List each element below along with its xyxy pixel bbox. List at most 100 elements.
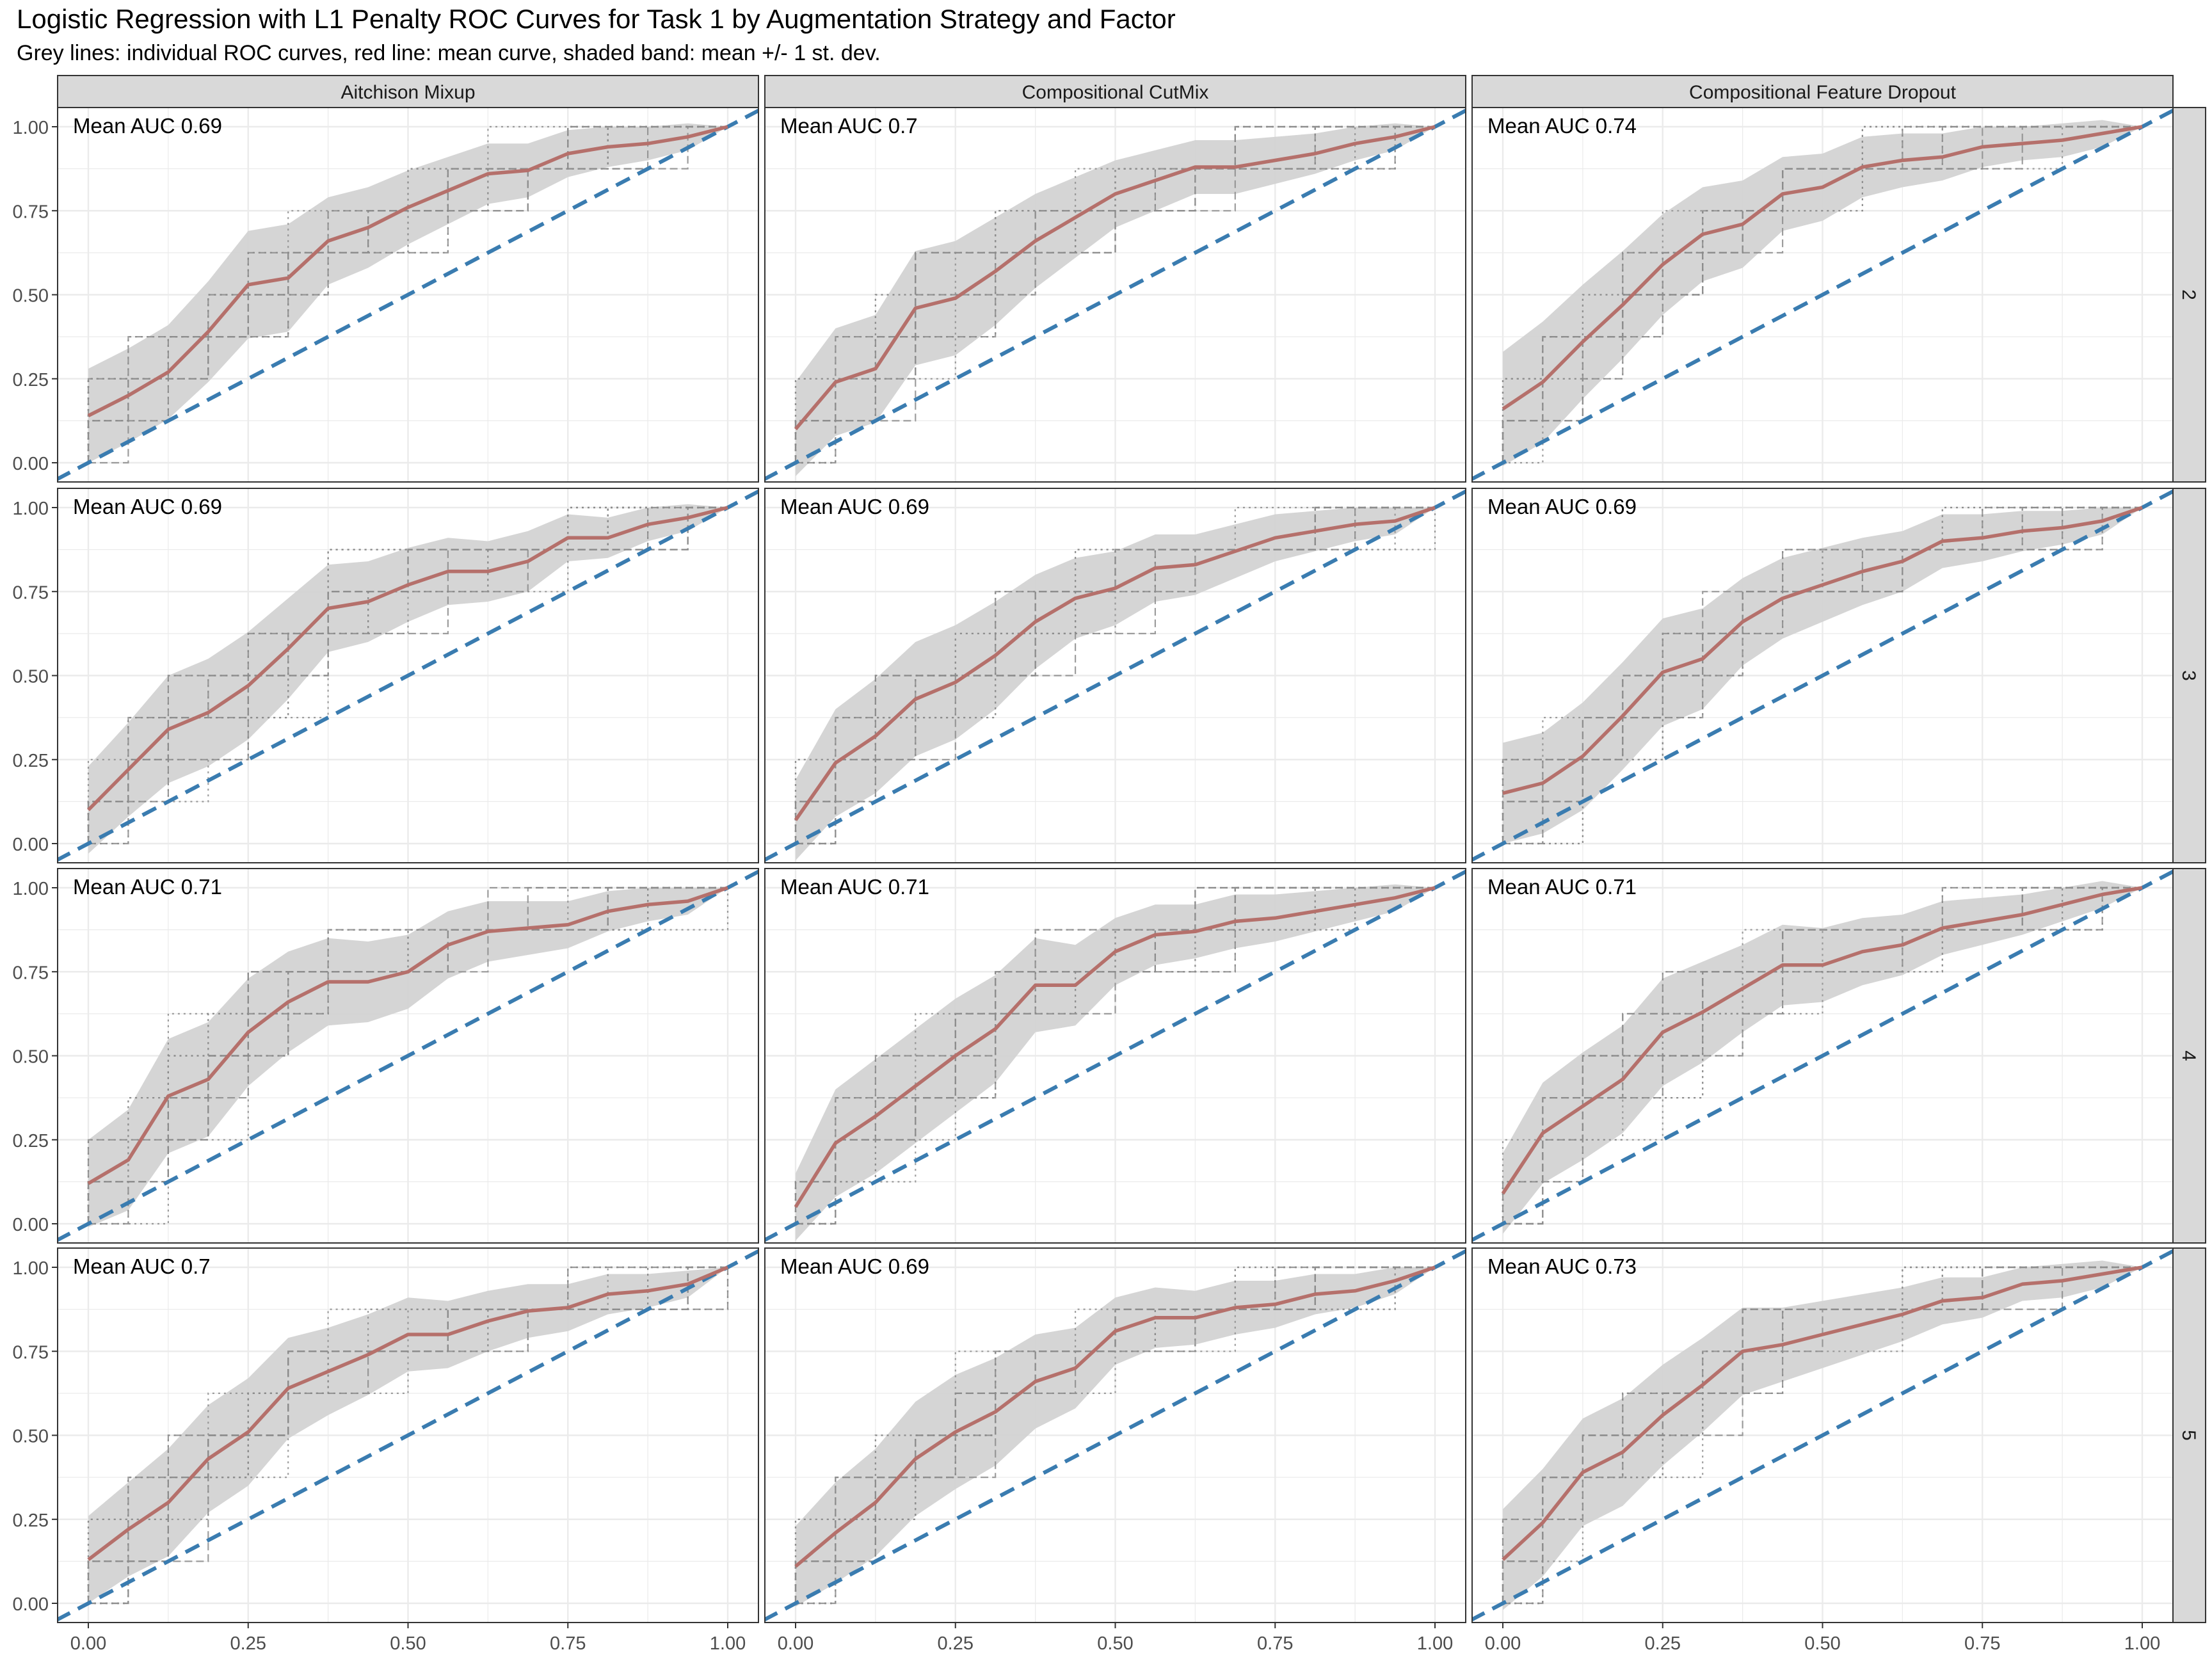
x-tick-label: 0.00 xyxy=(778,1633,813,1654)
facet-strip-row xyxy=(2169,488,2206,863)
individual-roc-curve xyxy=(87,125,728,463)
mean-roc-curve xyxy=(87,1265,729,1561)
mean-roc-curve xyxy=(794,506,1436,821)
x-tick-label: 1.00 xyxy=(2124,1633,2160,1654)
panel: Mean AUC 0.71 xyxy=(1471,868,2174,1244)
mean-roc-curve xyxy=(794,1265,1436,1568)
chance-diagonal xyxy=(765,1249,1466,1622)
chart-title: Logistic Regression with L1 Penalty ROC … xyxy=(17,4,1176,34)
y-tick-label: 0.75 xyxy=(13,202,49,222)
chance-diagonal xyxy=(1472,108,2173,481)
chance-diagonal xyxy=(58,489,758,862)
individual-roc-curve xyxy=(87,506,728,844)
facet-strip-row-label: 2 xyxy=(2178,289,2199,300)
y-tick-label: 0.00 xyxy=(13,454,49,474)
individual-roc-curve xyxy=(1503,1266,2142,1605)
facet-strip-row-label: 5 xyxy=(2178,1430,2199,1441)
mean-roc-curve xyxy=(87,125,728,417)
panel-marks xyxy=(765,1249,1466,1622)
individual-roc-curve xyxy=(1502,886,2142,1224)
panel: Mean AUC 0.69 xyxy=(1471,488,2174,863)
mean-auc-label: Mean AUC 0.69 xyxy=(1487,495,1637,518)
individual-roc-curve xyxy=(794,506,1435,844)
panel: Mean AUC 0.7 xyxy=(764,107,1466,483)
facet-strip-column xyxy=(1471,75,2174,108)
facet-strip-row xyxy=(2169,1247,2206,1623)
chance-diagonal xyxy=(765,489,1466,862)
mean-auc-label: Mean AUC 0.7 xyxy=(780,114,918,138)
panel: Mean AUC 0.69 xyxy=(764,488,1466,863)
panel-marks xyxy=(58,108,758,481)
panel-marks xyxy=(1472,869,2173,1242)
y-tick-label: 0.00 xyxy=(13,1215,49,1235)
panel: Mean AUC 0.71 0.00 0.25 0.50 0.75 1.00 xyxy=(13,868,759,1244)
panel-marks xyxy=(58,869,758,1242)
mean-roc-curve xyxy=(794,125,1436,431)
individual-roc-curve xyxy=(794,1266,1435,1603)
panel-border xyxy=(764,488,1466,863)
x-tick-label: 0.00 xyxy=(1485,1633,1521,1654)
y-tick-label: 0.00 xyxy=(13,1594,49,1615)
panel-marks xyxy=(765,108,1466,481)
x-tick-label: 1.00 xyxy=(1417,1633,1453,1654)
chance-diagonal xyxy=(58,1249,758,1622)
mean-auc-label: Mean AUC 0.7 xyxy=(73,1254,211,1278)
y-tick-label: 0.25 xyxy=(13,751,49,771)
panel: Mean AUC 0.69 0.00 0.25 0.50 0.75 1.00 xyxy=(764,1247,1466,1654)
mean-auc-label: Mean AUC 0.69 xyxy=(780,495,929,518)
individual-roc-curve xyxy=(1502,506,2142,844)
mean-auc-label: Mean AUC 0.71 xyxy=(1487,875,1637,899)
x-tick-label: 0.75 xyxy=(1257,1633,1293,1654)
chance-diagonal xyxy=(1472,869,2173,1242)
panel: Mean AUC 0.73 0.00 0.25 0.50 0.75 1.00 xyxy=(1471,1247,2174,1654)
x-tick-label: 0.50 xyxy=(1804,1633,1840,1654)
x-tick-label: 0.50 xyxy=(390,1633,426,1654)
panel-border xyxy=(1471,107,2174,483)
individual-roc-curve xyxy=(794,125,1435,463)
individual-roc-curve xyxy=(794,886,1435,1224)
facet-strip-row-label: 4 xyxy=(2178,1050,2199,1061)
panel: Mean AUC 0.69 0.00 0.25 0.50 0.75 1.00 xyxy=(13,488,759,863)
panel-marks xyxy=(1472,108,2173,481)
mean-roc-curve xyxy=(1502,125,2143,411)
y-tick-label: 0.25 xyxy=(13,370,49,390)
mean-roc-curve xyxy=(1502,1265,2143,1561)
facet-strip-row-label: 3 xyxy=(2178,670,2199,681)
panel-border xyxy=(1471,488,2174,863)
chance-diagonal xyxy=(765,108,1466,481)
individual-roc-curve xyxy=(87,125,728,463)
y-tick-label: 1.00 xyxy=(13,118,49,138)
panel: Mean AUC 0.69 0.00 0.25 0.50 0.75 1.00 xyxy=(13,107,759,483)
mean-auc-label: Mean AUC 0.74 xyxy=(1487,114,1637,138)
x-tick-label: 0.75 xyxy=(550,1633,586,1654)
chance-diagonal xyxy=(58,869,758,1242)
sd-band xyxy=(1503,120,2142,467)
panel: Mean AUC 0.74 xyxy=(1471,107,2174,483)
chance-diagonal xyxy=(765,869,1466,1242)
mean-auc-label: Mean AUC 0.71 xyxy=(780,875,929,899)
facet-strip-column xyxy=(764,75,1466,108)
y-tick-label: 0.50 xyxy=(13,667,49,687)
y-tick-label: 0.75 xyxy=(13,963,49,983)
x-tick-label: 1.00 xyxy=(710,1633,746,1654)
mean-auc-label: Mean AUC 0.69 xyxy=(73,495,222,518)
panel: Mean AUC 0.71 xyxy=(764,868,1466,1244)
mean-auc-label: Mean AUC 0.73 xyxy=(1487,1254,1637,1278)
mean-roc-curve xyxy=(87,886,728,1185)
y-tick-label: 1.00 xyxy=(13,499,49,519)
x-tick-label: 0.00 xyxy=(70,1633,106,1654)
y-tick-label: 1.00 xyxy=(13,1258,49,1279)
mean-roc-curve xyxy=(87,506,728,812)
panel-marks xyxy=(58,489,758,862)
facet-strip-row xyxy=(2169,107,2206,483)
mean-roc-curve xyxy=(1502,506,2143,795)
panel: Mean AUC 0.7 0.00 0.25 0.50 0.75 1.00 0.00 0.25… xyxy=(13,1247,759,1654)
individual-roc-curve xyxy=(796,886,1435,1225)
panel-marks xyxy=(1472,489,2173,862)
individual-roc-curve xyxy=(1502,506,2142,844)
panel-marks xyxy=(765,869,1466,1242)
sd-band xyxy=(1503,881,2142,1234)
facet-strip-column-label: Compositional CutMix xyxy=(1022,82,1209,103)
y-tick-label: 0.50 xyxy=(13,286,49,307)
